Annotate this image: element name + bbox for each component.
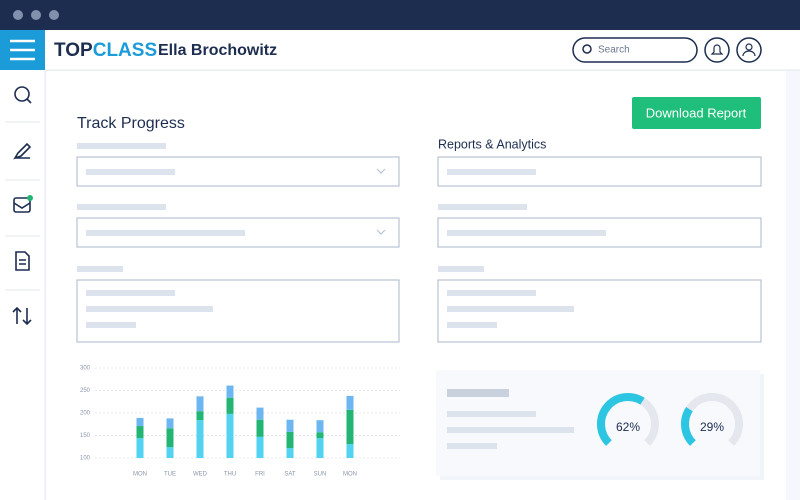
window-dot <box>13 10 23 20</box>
bar-segment <box>286 419 294 432</box>
y-tick-label: 150 <box>80 433 91 439</box>
placeholders <box>77 143 606 328</box>
x-tick-label: SUN <box>314 472 327 478</box>
bar-segment <box>286 431 294 449</box>
bar-segment <box>196 420 204 458</box>
search-box[interactable] <box>572 37 698 63</box>
search-placeholder: Search <box>598 45 630 56</box>
bar-segment <box>196 411 204 421</box>
profile-icon <box>745 43 753 51</box>
y-tick-label: 300 <box>80 366 91 372</box>
nav-edit[interactable] <box>13 142 32 160</box>
download-button[interactable] <box>632 97 761 129</box>
gauge-arc <box>597 393 645 446</box>
gauge-arc <box>681 406 696 446</box>
bar-segment <box>136 438 144 458</box>
bar-segment <box>226 397 234 414</box>
menu-icon <box>10 39 35 61</box>
sidebar-dividers <box>5 121 40 291</box>
dropdown[interactable] <box>76 217 400 248</box>
bar-segment <box>316 438 324 458</box>
sidebar <box>0 70 45 500</box>
nav-inbox[interactable] <box>13 197 31 213</box>
text-field[interactable] <box>437 217 762 248</box>
bar-segment <box>256 419 264 437</box>
page-title: Track Progress <box>77 115 185 132</box>
user-name: Ella Brochowitz <box>158 42 277 59</box>
bar-segment <box>226 385 234 398</box>
search-icon <box>582 44 592 54</box>
x-tick-label: SAT <box>284 472 296 478</box>
x-tick-label: TUE <box>164 472 176 478</box>
bar-segment <box>346 444 354 458</box>
bar-segment <box>256 407 264 420</box>
gauge-label: 29% <box>700 420 724 434</box>
text-area[interactable] <box>437 279 762 343</box>
x-tick-label: THU <box>224 472 236 478</box>
gauge-label: 62% <box>616 420 640 434</box>
bar-segment <box>316 420 324 433</box>
window-dot <box>31 10 41 20</box>
brand-top: TOP <box>54 40 93 61</box>
notifications-button[interactable] <box>704 37 730 63</box>
window-bar <box>0 0 800 30</box>
bar-segment <box>316 432 324 439</box>
bar-segment <box>136 426 144 439</box>
bar-segment <box>346 395 354 410</box>
bell-icon <box>710 44 724 55</box>
x-tick-label: FRI <box>255 472 265 478</box>
form-fields <box>76 156 762 343</box>
y-tick-label: 100 <box>80 456 91 462</box>
card-placeholders <box>447 389 574 449</box>
bar-segment <box>166 428 174 448</box>
y-tick-label: 200 <box>80 411 91 417</box>
x-tick-label: WED <box>193 472 208 478</box>
brand-class: CLASS <box>93 40 157 61</box>
profile-icon <box>742 50 756 57</box>
brand: TOPCLASS <box>54 40 157 61</box>
text-field[interactable] <box>437 156 762 187</box>
bar-segment <box>256 436 264 458</box>
bar-segment <box>136 417 144 427</box>
bar-segment <box>286 448 294 458</box>
download-button-label: Download Report <box>646 105 747 120</box>
nav-search[interactable] <box>14 86 30 102</box>
x-tick-label: MON <box>133 472 147 478</box>
sidebar-icons <box>12 86 32 326</box>
bar-segment <box>346 409 354 445</box>
bar-segment <box>196 396 204 412</box>
window-dot <box>49 10 59 20</box>
nav-documents[interactable] <box>15 251 30 271</box>
y-tick-label: 250 <box>80 388 91 394</box>
section-title: Reports & Analytics <box>438 137 546 151</box>
bar-segment <box>226 413 234 458</box>
bar-segment <box>166 447 174 458</box>
x-tick-label: MON <box>343 472 357 478</box>
text-area[interactable] <box>76 279 400 343</box>
nav-transfer[interactable] <box>12 306 32 326</box>
inbox-badge <box>27 195 33 201</box>
dropdown[interactable] <box>76 156 400 187</box>
bar-segment <box>166 418 174 429</box>
